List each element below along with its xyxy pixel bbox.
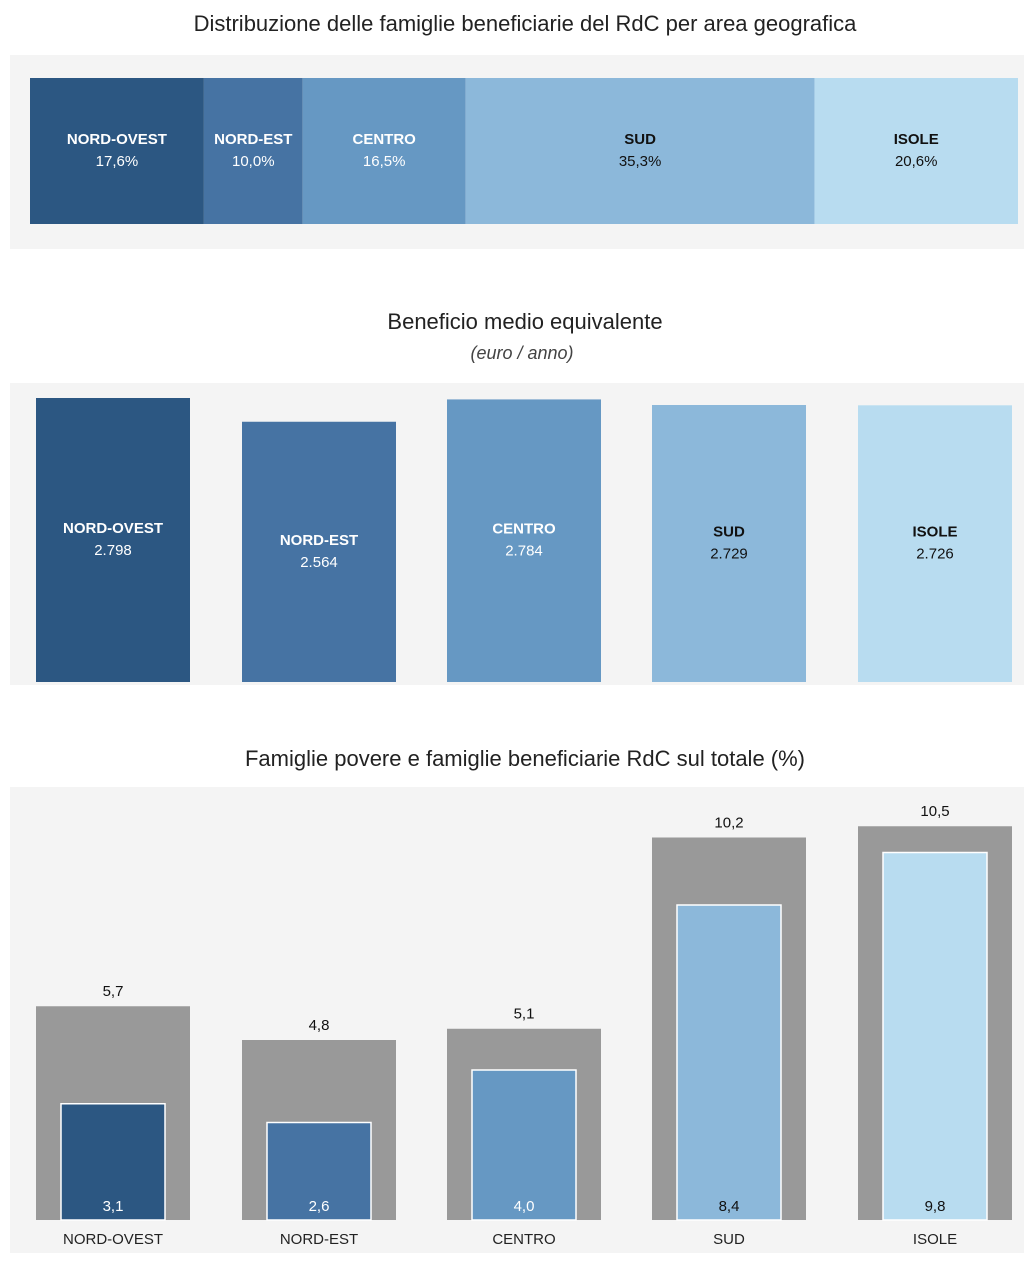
value-label: 20,6% xyxy=(895,153,938,170)
bar-segment xyxy=(814,78,1018,224)
bar xyxy=(242,421,396,682)
value-label: 10,2 xyxy=(714,814,743,831)
segment-label: NORD-EST xyxy=(214,131,292,148)
bar xyxy=(36,398,190,682)
inner-bar xyxy=(882,851,988,1221)
chart-title: Famiglie povere e famiglie beneficiarie … xyxy=(245,746,805,771)
value-label: 2,6 xyxy=(309,1198,330,1215)
bar xyxy=(447,399,601,682)
segment-label: SUD xyxy=(624,131,656,148)
inner-bar xyxy=(266,1121,372,1221)
bar xyxy=(858,405,1012,682)
chart-title: Beneficio medio equivalente xyxy=(387,309,662,334)
value-label: 2.784 xyxy=(505,543,543,560)
value-label: 16,5% xyxy=(363,153,406,170)
bar-segment xyxy=(465,78,815,224)
value-label: 8,4 xyxy=(719,1198,740,1215)
bar-label: ISOLE xyxy=(912,524,957,541)
inner-bar xyxy=(471,1069,577,1221)
value-label: 3,1 xyxy=(103,1198,124,1215)
value-label: 35,3% xyxy=(619,153,662,170)
x-tick-label: CENTRO xyxy=(492,1231,555,1248)
value-label: 10,5 xyxy=(920,803,949,820)
segment-label: CENTRO xyxy=(353,131,417,148)
value-label: 4,0 xyxy=(514,1198,535,1215)
bar-segment xyxy=(302,78,466,224)
bar-segment xyxy=(203,78,303,224)
chart-title: Distribuzione delle famiglie beneficiari… xyxy=(194,11,858,36)
bar-segment xyxy=(30,78,204,224)
value-label: 10,0% xyxy=(232,153,275,170)
x-tick-label: SUD xyxy=(713,1231,745,1248)
value-label: 2.798 xyxy=(94,542,132,559)
value-label: 5,7 xyxy=(103,983,124,1000)
chart-subtitle: (euro / anno) xyxy=(470,343,573,363)
value-label: 9,8 xyxy=(925,1198,946,1215)
bar-label: NORD-OVEST xyxy=(63,520,163,537)
segment-label: ISOLE xyxy=(894,131,939,148)
value-label: 4,8 xyxy=(309,1017,330,1034)
x-tick-label: NORD-OVEST xyxy=(63,1231,163,1248)
inner-bar xyxy=(676,904,782,1221)
value-label: 2.729 xyxy=(710,545,748,562)
value-label: 17,6% xyxy=(96,153,139,170)
inner-bar xyxy=(60,1103,166,1221)
value-label: 2.726 xyxy=(916,546,954,563)
value-label: 5,1 xyxy=(514,1006,535,1023)
x-tick-label: NORD-EST xyxy=(280,1231,358,1248)
bar xyxy=(652,405,806,682)
bar-label: SUD xyxy=(713,523,745,540)
segment-label: NORD-OVEST xyxy=(67,131,167,148)
value-label: 2.564 xyxy=(300,554,338,571)
bar-label: NORD-EST xyxy=(280,532,358,549)
bar-label: CENTRO xyxy=(492,521,556,538)
x-tick-label: ISOLE xyxy=(913,1231,957,1248)
